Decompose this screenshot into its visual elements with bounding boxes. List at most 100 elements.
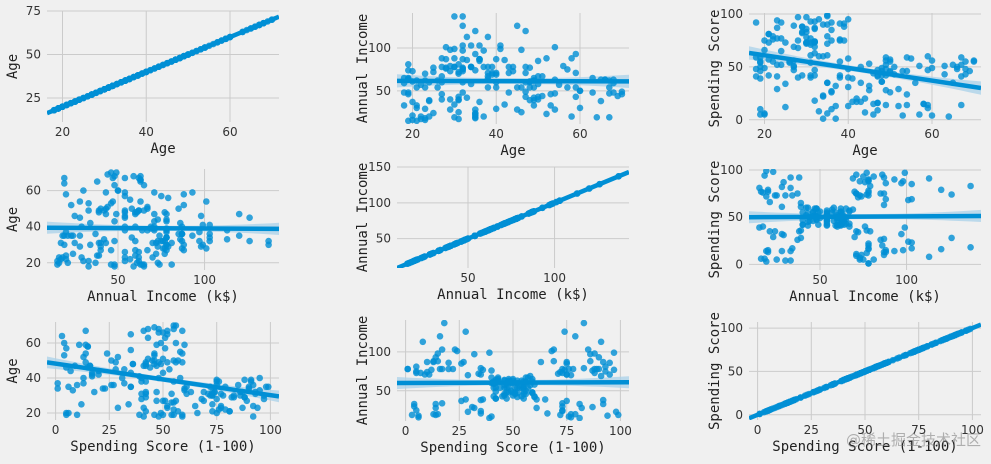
data-point bbox=[132, 237, 139, 245]
data-point bbox=[151, 210, 158, 218]
x-tick-label: 50 bbox=[460, 271, 475, 285]
data-point bbox=[459, 47, 467, 54]
data-point bbox=[836, 20, 844, 27]
data-point bbox=[144, 205, 151, 212]
data-point bbox=[811, 49, 818, 57]
y-axis-label: Spending Score bbox=[707, 160, 723, 278]
data-point bbox=[140, 181, 148, 189]
data-point bbox=[472, 27, 479, 35]
data-point bbox=[127, 383, 135, 391]
regression-line bbox=[397, 169, 629, 268]
x-tick-label: 50 bbox=[110, 273, 125, 287]
y-tick-label: 100 bbox=[368, 196, 391, 210]
watermark-text: @稀土掘金技术社区 bbox=[845, 431, 981, 449]
data-point bbox=[824, 79, 831, 87]
data-point bbox=[928, 112, 936, 119]
x-tick-label: 50 bbox=[505, 424, 520, 438]
y-axis-label: Spending Score bbox=[707, 9, 723, 127]
data-point bbox=[80, 187, 87, 194]
data-point bbox=[441, 320, 448, 327]
data-point bbox=[937, 245, 945, 253]
data-point bbox=[803, 39, 810, 46]
data-point bbox=[782, 80, 789, 88]
data-point bbox=[823, 217, 831, 225]
data-point bbox=[203, 198, 210, 205]
data-point bbox=[797, 227, 805, 234]
data-point bbox=[249, 402, 257, 410]
data-point bbox=[82, 327, 89, 335]
data-point bbox=[773, 73, 781, 80]
data-point bbox=[464, 408, 472, 416]
x-axis-label: Annual Income (k$) bbox=[437, 287, 589, 303]
data-point bbox=[54, 385, 61, 392]
data-point bbox=[409, 112, 416, 119]
data-point bbox=[780, 178, 787, 186]
data-point bbox=[534, 73, 542, 80]
data-point bbox=[794, 74, 802, 81]
data-point bbox=[241, 394, 248, 401]
data-point bbox=[832, 115, 839, 122]
data-point bbox=[606, 359, 613, 367]
data-point bbox=[836, 58, 844, 65]
data-point bbox=[576, 414, 583, 421]
data-point bbox=[811, 66, 818, 74]
y-axis-label: Age bbox=[5, 358, 21, 383]
data-point bbox=[159, 397, 167, 405]
regression-line bbox=[749, 322, 981, 420]
data-point bbox=[882, 101, 890, 109]
data-point bbox=[849, 206, 857, 213]
data-point bbox=[155, 359, 162, 366]
data-point bbox=[413, 368, 420, 375]
data-point bbox=[213, 409, 220, 417]
y-tick-label: 0 bbox=[735, 113, 743, 127]
y-tick-label: 150 bbox=[368, 160, 391, 174]
data-point bbox=[405, 61, 412, 68]
data-point bbox=[891, 63, 898, 71]
data-point bbox=[235, 210, 243, 218]
subplot-5: 50 100 50 100 150 Annual Income (k$) Annual In… bbox=[355, 160, 629, 303]
data-point bbox=[154, 216, 162, 223]
data-point bbox=[159, 369, 167, 377]
data-point bbox=[114, 353, 122, 361]
regression-line bbox=[47, 360, 279, 399]
y-tick-label: 50 bbox=[376, 84, 391, 98]
data-point bbox=[815, 15, 823, 23]
data-point bbox=[459, 22, 467, 30]
data-point bbox=[172, 397, 180, 405]
data-point bbox=[769, 169, 777, 176]
y-tick-label: 100 bbox=[720, 7, 743, 21]
data-point bbox=[551, 106, 559, 113]
data-point bbox=[438, 73, 446, 80]
data-point bbox=[544, 410, 551, 417]
x-tick-label: 75 bbox=[911, 423, 926, 437]
data-point bbox=[140, 261, 148, 268]
data-point bbox=[140, 413, 147, 420]
subplot-6: 50 100 0 50 100 Annual Income (k$) Spending Sc… bbox=[707, 160, 981, 305]
data-point bbox=[610, 349, 618, 357]
data-point bbox=[828, 87, 835, 95]
data-point bbox=[102, 210, 110, 218]
x-tick-label: 40 bbox=[841, 127, 856, 141]
data-point bbox=[475, 370, 482, 378]
data-point bbox=[799, 221, 806, 228]
data-point bbox=[60, 339, 68, 347]
data-point bbox=[111, 181, 118, 189]
data-point bbox=[828, 105, 835, 113]
subplot-9: 0 25 50 75 100 0 50 100 Spending Score (1-100) Sp… bbox=[707, 312, 984, 455]
data-point bbox=[962, 71, 969, 78]
data-point bbox=[794, 44, 802, 52]
data-point bbox=[828, 37, 835, 44]
data-point bbox=[446, 106, 454, 113]
data-point bbox=[602, 368, 609, 375]
data-point bbox=[832, 82, 839, 90]
data-point bbox=[782, 192, 789, 199]
data-point bbox=[912, 79, 919, 87]
data-point bbox=[804, 204, 812, 211]
data-point bbox=[937, 186, 945, 194]
data-point bbox=[80, 374, 87, 382]
x-tick-label: 0 bbox=[402, 424, 410, 438]
x-axis-label: Age bbox=[500, 143, 525, 159]
x-tick-label: 75 bbox=[559, 424, 574, 438]
data-point bbox=[170, 406, 177, 413]
subplot-1: 20 40 60 25 50 75 Age Age bbox=[5, 4, 279, 157]
